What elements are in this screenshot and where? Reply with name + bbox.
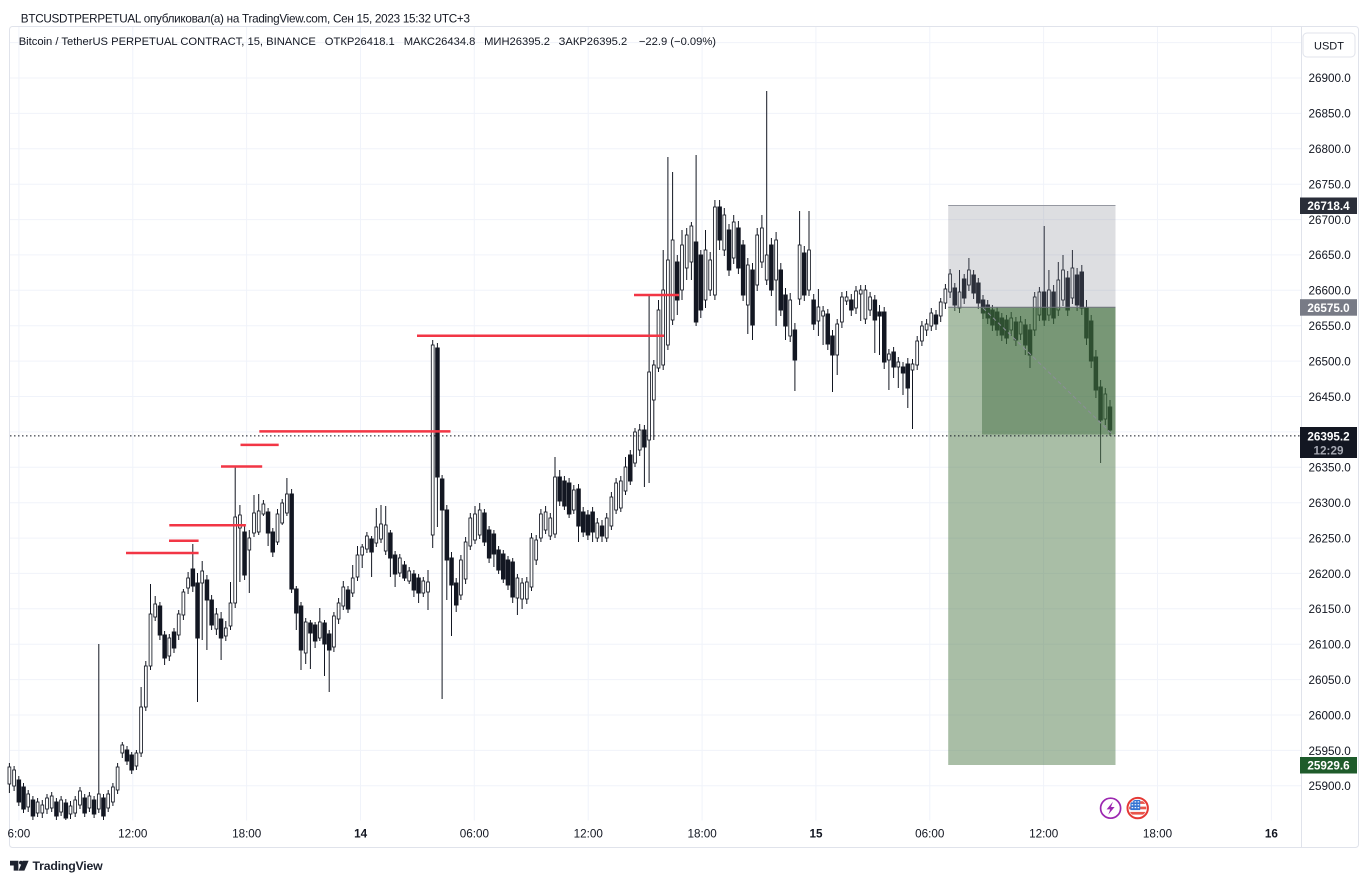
- svg-text:12:29: 12:29: [1314, 444, 1344, 457]
- svg-text:18:00: 18:00: [1143, 828, 1173, 841]
- svg-text:USDT: USDT: [1314, 41, 1344, 53]
- svg-text:26395.2: 26395.2: [1307, 430, 1350, 443]
- svg-text:26650.0: 26650.0: [1309, 249, 1352, 262]
- svg-text:26600.0: 26600.0: [1309, 285, 1352, 298]
- svg-text:26200.0: 26200.0: [1309, 568, 1352, 581]
- svg-text:26000.0: 26000.0: [1309, 709, 1352, 722]
- svg-text:14: 14: [354, 828, 368, 841]
- svg-text:ОТКР26418.1: ОТКР26418.1: [325, 36, 395, 48]
- svg-text:16: 16: [1265, 828, 1279, 841]
- svg-text:06:00: 06:00: [915, 828, 945, 841]
- svg-text:26350.0: 26350.0: [1309, 462, 1352, 475]
- svg-text:12:00: 12:00: [1029, 828, 1059, 841]
- svg-text:26800.0: 26800.0: [1309, 143, 1352, 156]
- svg-text:26700.0: 26700.0: [1309, 214, 1352, 227]
- svg-text:26100.0: 26100.0: [1309, 639, 1352, 652]
- svg-text:Bitcoin / TetherUS PERPETUAL C: Bitcoin / TetherUS PERPETUAL CONTRACT, 1…: [19, 36, 316, 48]
- svg-text:МИН26395.2: МИН26395.2: [484, 36, 550, 48]
- svg-text:−22.9 (−0.09%): −22.9 (−0.09%): [639, 36, 716, 48]
- svg-text:26900.0: 26900.0: [1309, 72, 1352, 85]
- svg-text:26300.0: 26300.0: [1309, 497, 1352, 510]
- svg-text:26575.0: 26575.0: [1307, 302, 1350, 315]
- svg-text:BTCUSDTPERPETUAL опубликовал(а: BTCUSDTPERPETUAL опубликовал(а) на Tradi…: [21, 12, 470, 25]
- svg-text:26550.0: 26550.0: [1309, 320, 1352, 333]
- svg-text:25929.6: 25929.6: [1307, 760, 1350, 773]
- svg-text:12:00: 12:00: [574, 828, 604, 841]
- svg-text:26500.0: 26500.0: [1309, 355, 1352, 368]
- svg-text:МАКС26434.8: МАКС26434.8: [404, 36, 476, 48]
- svg-text:25900.0: 25900.0: [1309, 780, 1352, 793]
- svg-text:26250.0: 26250.0: [1309, 532, 1352, 545]
- svg-text:TradingView: TradingView: [33, 859, 104, 873]
- svg-text:26750.0: 26750.0: [1309, 178, 1352, 191]
- svg-text:26450.0: 26450.0: [1309, 391, 1352, 404]
- svg-text:26050.0: 26050.0: [1309, 674, 1352, 687]
- svg-text:15: 15: [809, 828, 823, 841]
- svg-text:26150.0: 26150.0: [1309, 603, 1352, 616]
- svg-text:06:00: 06:00: [460, 828, 490, 841]
- svg-text:25950.0: 25950.0: [1309, 745, 1352, 758]
- svg-text:12:00: 12:00: [118, 828, 148, 841]
- svg-text:26850.0: 26850.0: [1309, 108, 1352, 121]
- svg-text:6:00: 6:00: [8, 828, 31, 841]
- svg-text:18:00: 18:00: [232, 828, 262, 841]
- svg-text:26718.4: 26718.4: [1307, 200, 1350, 213]
- svg-text:18:00: 18:00: [687, 828, 717, 841]
- svg-text:ЗАКР26395.2: ЗАКР26395.2: [559, 36, 628, 48]
